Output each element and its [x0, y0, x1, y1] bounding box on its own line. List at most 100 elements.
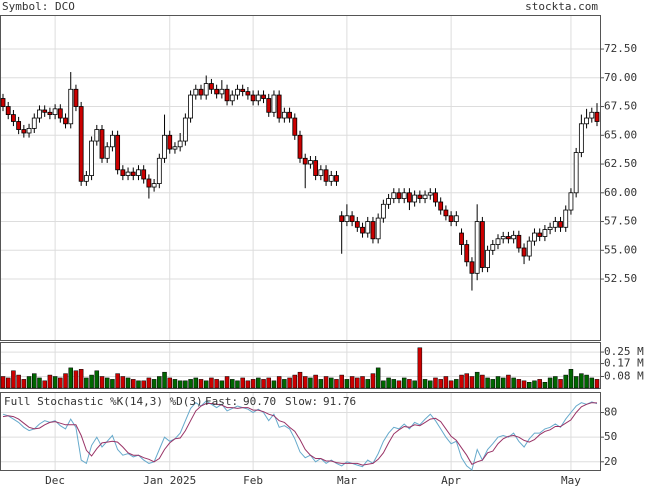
volume-bar [52, 376, 58, 389]
volume-bar [271, 380, 277, 389]
volume-bar [422, 379, 428, 389]
volume-bar [323, 376, 329, 389]
volume-bar [401, 377, 407, 389]
volume-bar [177, 380, 183, 389]
y-tick-label: 60.00 [604, 186, 637, 199]
volume-bar [26, 376, 32, 389]
volume-bar [104, 377, 110, 389]
candle-body [521, 247, 527, 257]
candle-body [78, 106, 84, 182]
volume-bar [365, 379, 370, 389]
volume-bar [110, 379, 115, 389]
candle-body [141, 169, 147, 180]
volume-bar [94, 370, 100, 389]
candle-body [37, 109, 42, 119]
candle-body [214, 88, 220, 95]
volume-bar [391, 379, 397, 389]
candle-body [354, 221, 360, 228]
site-label: stockta.com [525, 0, 598, 13]
candle-body [360, 226, 365, 234]
volume-bar [407, 379, 412, 389]
legend-value: 90.70 [243, 395, 276, 408]
volume-bar [16, 374, 21, 389]
candle-body [110, 134, 115, 148]
candle-body [229, 94, 235, 102]
candle-body [563, 209, 569, 228]
volume-bar [37, 377, 42, 389]
candle-body [391, 192, 397, 199]
volume-bar [99, 376, 105, 389]
volume-bar [537, 379, 542, 389]
candle-body [552, 221, 558, 228]
volume-bar [553, 376, 558, 389]
candle-body [547, 226, 553, 230]
volume-bar [469, 376, 475, 389]
candle-body [308, 160, 313, 165]
candle-body [219, 88, 225, 95]
y-tick-label: 70.00 [604, 71, 637, 84]
candle-body [573, 152, 579, 194]
volume-bar [313, 374, 318, 389]
candle-body [396, 192, 402, 199]
candle-body [464, 244, 470, 263]
candle-body [266, 98, 272, 113]
volume-bar [480, 374, 485, 389]
candle-body [490, 244, 496, 251]
candle-body [120, 169, 126, 176]
candle-body [224, 88, 230, 102]
volume-bar [563, 374, 568, 389]
volume-bar [276, 376, 282, 389]
volume-bar [183, 380, 188, 389]
candle-body [21, 129, 27, 134]
candle-body [302, 157, 308, 165]
candle-body [558, 221, 563, 228]
volume-bar [287, 377, 292, 389]
volume-bar [349, 376, 355, 389]
candle-body [370, 221, 376, 240]
volume-bar [47, 374, 53, 389]
candle-body [99, 129, 105, 159]
candle-body [16, 121, 22, 130]
candle-body [334, 175, 339, 182]
stochastic-line [2, 402, 598, 466]
volume-bar [511, 377, 516, 389]
candle-body [459, 232, 464, 245]
volume-bar [32, 373, 37, 389]
panel-frame [0, 342, 601, 389]
volume-bar [344, 379, 350, 389]
candle-body [318, 169, 324, 176]
candle-body [427, 192, 433, 196]
candle-body [281, 111, 287, 119]
volume-bar [89, 374, 94, 389]
y-tick-label: 72.50 [604, 42, 637, 55]
volume-bar [375, 367, 381, 389]
volume-bar [256, 377, 261, 389]
candle-body [167, 134, 173, 150]
volume-bar [573, 376, 579, 389]
volume-bar [542, 382, 548, 389]
volume-bar [396, 380, 402, 389]
x-tick-label: Dec [45, 474, 65, 486]
volume-bar [209, 377, 214, 389]
y-tick-label: 62.50 [604, 157, 637, 170]
volume-bar [558, 379, 563, 389]
volume-bar [329, 377, 334, 389]
volume-bar [172, 379, 178, 389]
volume-bar [370, 373, 376, 389]
candle-body [271, 94, 277, 113]
candle-body [245, 91, 251, 96]
volume-bar [11, 370, 16, 389]
y-tick-label: 80 [604, 406, 617, 419]
volume-bar [282, 379, 287, 389]
candle-body [287, 111, 292, 119]
volume-bar [141, 380, 146, 389]
stochastic-line [2, 400, 598, 471]
volume-bar [261, 379, 266, 389]
volume-bar [266, 377, 271, 389]
volume-bar [412, 380, 417, 389]
legend-value: 91.76 [323, 395, 356, 408]
volume-bar [527, 382, 532, 389]
candle-body [68, 88, 74, 125]
volume-bar [594, 379, 600, 389]
volume-bar [448, 380, 454, 389]
